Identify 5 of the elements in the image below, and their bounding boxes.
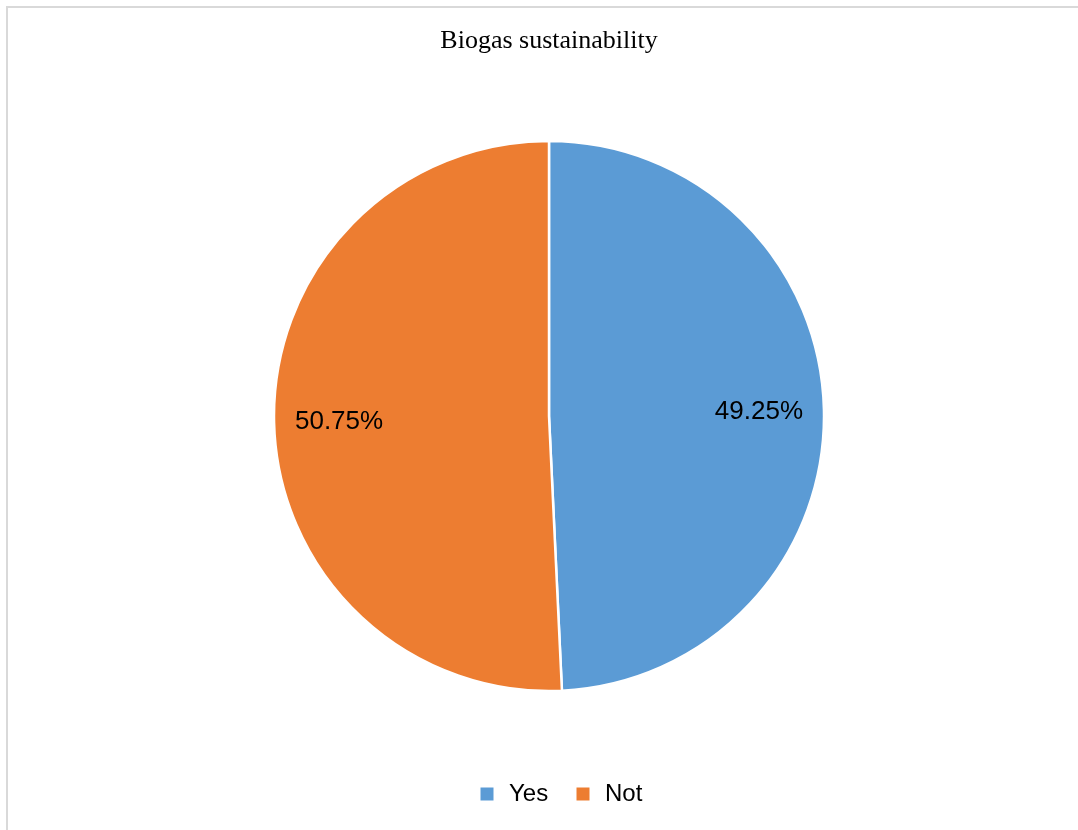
data-label: 50.75%	[294, 404, 384, 435]
legend-label: Not	[605, 779, 643, 806]
data-label: 49.25%	[714, 395, 804, 426]
legend-label: Yes	[509, 779, 549, 806]
chart-title: Biogas sustainability	[440, 25, 658, 54]
